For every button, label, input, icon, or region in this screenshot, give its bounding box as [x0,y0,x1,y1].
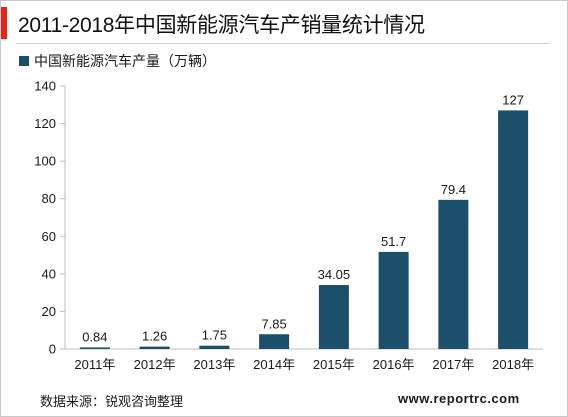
bar [378,251,409,349]
x-tick-label: 2011年 [74,357,115,372]
x-tick-label: 2018年 [492,357,534,372]
x-tick-label: 2017年 [432,357,474,372]
chart-legend: 中国新能源汽车产量（万辆） [19,51,216,71]
x-tick-label: 2016年 [373,357,415,372]
legend-label: 中国新能源汽车产量（万辆） [34,53,216,69]
source-note: 数据来源：锐观咨询整理 [40,394,184,409]
chart-title: 2011-2018年中国新能源汽车产销量统计情况 [18,14,425,37]
bar [318,285,349,349]
y-tick-label: 60 [42,229,56,244]
bar [199,345,230,349]
data-label: 79.4 [441,182,466,197]
legend-swatch [19,56,29,66]
bar [438,199,469,349]
data-label: 0.84 [82,329,107,344]
x-tick-label: 2013年 [193,357,235,372]
data-label: 7.85 [261,316,286,331]
y-tick-label: 0 [49,342,56,357]
website-url[interactable]: www.reportrc.com [398,391,520,406]
y-tick-label: 100 [34,154,56,169]
x-tick-label: 2014年 [253,357,295,372]
bar [498,110,529,350]
y-tick-label: 80 [42,191,56,206]
data-label: 1.75 [202,328,227,343]
data-label: 51.7 [381,234,406,249]
data-label: 127 [502,92,524,107]
x-tick-label: 2012年 [134,357,176,372]
x-tick-label: 2015年 [313,357,355,372]
bar [79,347,110,349]
y-tick-label: 20 [42,304,56,319]
title-divider [16,43,550,44]
y-tick-label: 140 [34,79,56,94]
y-tick-label: 120 [34,116,56,131]
bar [259,334,290,349]
data-label: 34.05 [318,267,351,282]
y-tick-label: 40 [42,266,56,281]
title-accent-bar [1,7,7,39]
bar [139,346,170,349]
data-label: 1.26 [142,329,167,344]
